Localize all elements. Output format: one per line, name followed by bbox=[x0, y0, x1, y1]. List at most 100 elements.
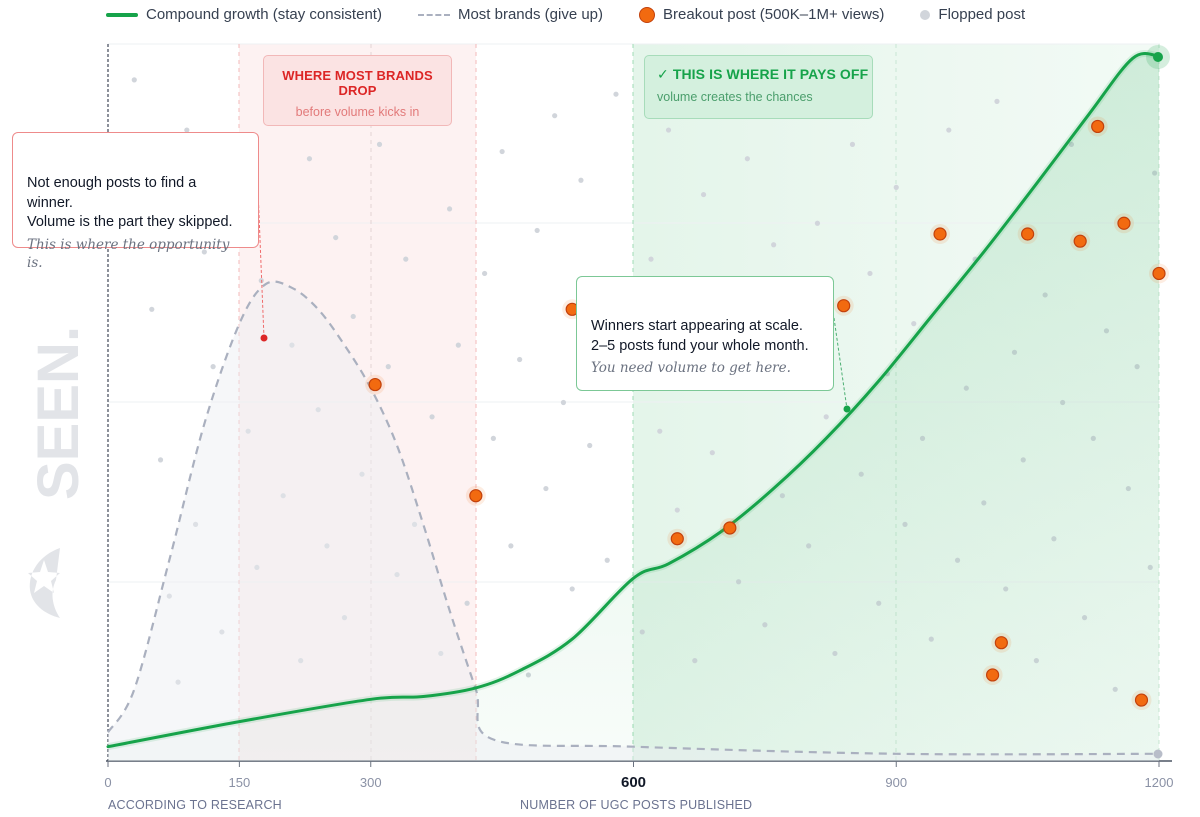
flopped-dot bbox=[771, 242, 777, 248]
breakout-dot bbox=[723, 521, 737, 535]
x-ticks: 0 150 300 600 900 1200 bbox=[104, 761, 1173, 791]
breakout-dot bbox=[985, 668, 1000, 682]
flopped-dot bbox=[403, 256, 409, 262]
legend-brands: Most brands (give up) bbox=[417, 6, 603, 23]
legend-dash-swatch bbox=[417, 13, 450, 16]
left-callout: Not enough posts to find a winner. Volum… bbox=[12, 132, 259, 271]
watermark-text: SEEN. bbox=[26, 326, 91, 500]
breakout-dot bbox=[933, 227, 947, 241]
right-callout-connector bbox=[833, 317, 848, 410]
breakout-dot bbox=[1091, 119, 1105, 134]
drop-zone-label: WHERE MOST BRANDS DROP before volume kic… bbox=[263, 55, 452, 126]
flopped-dot bbox=[893, 184, 899, 190]
x-tick-label: 0 bbox=[104, 775, 111, 790]
brands-area-fill bbox=[108, 281, 1159, 761]
growth-line bbox=[106, 52, 1161, 749]
left-callout-line1: Not enough posts to find a winner. bbox=[27, 175, 197, 211]
flopped-dot bbox=[306, 156, 313, 162]
flopped-dot bbox=[411, 521, 418, 527]
flopped-dot bbox=[849, 141, 856, 147]
flopped-dot bbox=[359, 471, 365, 477]
flopped-dot bbox=[394, 571, 400, 578]
x-tick-label: 300 bbox=[360, 775, 382, 790]
flopped-dot bbox=[517, 356, 523, 363]
flopped-dot bbox=[648, 256, 654, 262]
legend: Compound growth (stay consistent) Most b… bbox=[106, 6, 1061, 23]
flopped-dot bbox=[324, 543, 330, 549]
x-axis-title: NUMBER OF UGC POSTS PUBLISHED bbox=[520, 798, 753, 812]
breakout-dot bbox=[368, 377, 382, 392]
payoff-zone-subtitle: volume creates the chances bbox=[657, 90, 813, 104]
legend-compound: Compound growth (stay consistent) bbox=[106, 6, 382, 23]
payoff-zone-title: ✓ THIS IS WHERE IT PAYS OFF bbox=[657, 66, 869, 82]
legend-breakout: Breakout post (500K–1M+ views) bbox=[639, 6, 884, 23]
x-tick-label: 600 bbox=[621, 774, 646, 791]
breakout-dot bbox=[1073, 234, 1087, 248]
x-axis-note: ACCORDING TO RESEARCH bbox=[108, 798, 282, 812]
flopped-dot bbox=[166, 593, 172, 599]
flopped-dot bbox=[482, 270, 488, 277]
flopped-dot bbox=[245, 428, 251, 434]
star-logo-icon bbox=[28, 548, 60, 618]
flopped-dot bbox=[455, 342, 461, 348]
growth-end-point bbox=[1153, 52, 1163, 62]
flopped-dot bbox=[385, 364, 391, 370]
left-callout-anchor bbox=[260, 334, 268, 342]
flopped-dot bbox=[508, 543, 514, 549]
flopped-dot bbox=[823, 414, 829, 420]
breakout-dot bbox=[469, 489, 483, 503]
legend-line-swatch bbox=[106, 12, 138, 17]
right-callout: Winners start appearing at scale. 2–5 po… bbox=[576, 276, 834, 391]
flopped-dot bbox=[560, 399, 567, 406]
flopped-dot bbox=[587, 442, 593, 449]
flopped-dot bbox=[192, 521, 199, 527]
seen-watermark: SEEN. bbox=[26, 326, 91, 618]
flopped-dot bbox=[867, 270, 873, 277]
flopped-dot bbox=[315, 407, 321, 413]
legend-orange-swatch bbox=[639, 6, 656, 23]
x-tick-label: 150 bbox=[229, 775, 251, 790]
flopped-dot bbox=[814, 220, 821, 226]
brands-line bbox=[107, 280, 1160, 756]
growth-area-fill bbox=[108, 53, 1159, 761]
flopped-dot bbox=[280, 493, 286, 499]
legend-gray-swatch bbox=[920, 9, 931, 20]
flopped-dot bbox=[350, 313, 356, 320]
flopped-dot bbox=[131, 77, 137, 83]
flopped-dot bbox=[219, 629, 225, 635]
breakout-dot bbox=[670, 532, 684, 546]
flopped-dot bbox=[438, 650, 444, 657]
left-callout-italic: This is where the opportunity is. bbox=[27, 236, 230, 271]
left-callout-line2: Volume is the part they skipped. bbox=[27, 214, 233, 231]
flopped-dot bbox=[254, 564, 260, 571]
flopped-dot bbox=[157, 457, 164, 463]
legend-flopped-label: Flopped post bbox=[938, 6, 1026, 23]
flopped-dot bbox=[604, 557, 610, 563]
breakout-dot bbox=[994, 636, 1008, 650]
flopped-dot bbox=[744, 156, 750, 162]
flopped-dot bbox=[210, 364, 216, 370]
flopped-dot bbox=[333, 234, 339, 241]
right-callout-italic: You need volume to get here. bbox=[591, 360, 791, 377]
x-tick-label: 1200 bbox=[1145, 775, 1174, 790]
breakout-dot bbox=[1117, 216, 1131, 230]
breakout-dot bbox=[1134, 693, 1149, 707]
legend-breakout-label: Breakout post (500K–1M+ views) bbox=[663, 6, 885, 23]
flopped-dot bbox=[341, 615, 348, 621]
flopped-dot bbox=[446, 206, 453, 212]
breakout-dot bbox=[837, 299, 851, 313]
breakout-dot bbox=[1021, 227, 1035, 241]
series-lines bbox=[106, 50, 1161, 756]
flopped-dot bbox=[543, 485, 549, 492]
flopped-dot bbox=[578, 177, 584, 183]
flopped-dot bbox=[994, 98, 1000, 104]
flopped-dot bbox=[700, 191, 707, 198]
brands-end-point bbox=[1153, 749, 1163, 759]
flopped-dot bbox=[289, 342, 295, 348]
flopped-dot bbox=[911, 321, 917, 327]
legend-compound-label: Compound growth (stay consistent) bbox=[146, 6, 382, 23]
drop-zone-subtitle: before volume kicks in bbox=[295, 105, 420, 119]
flopped-dot bbox=[184, 127, 190, 133]
flopped-dot bbox=[674, 507, 680, 513]
flopped-dot bbox=[499, 148, 505, 155]
